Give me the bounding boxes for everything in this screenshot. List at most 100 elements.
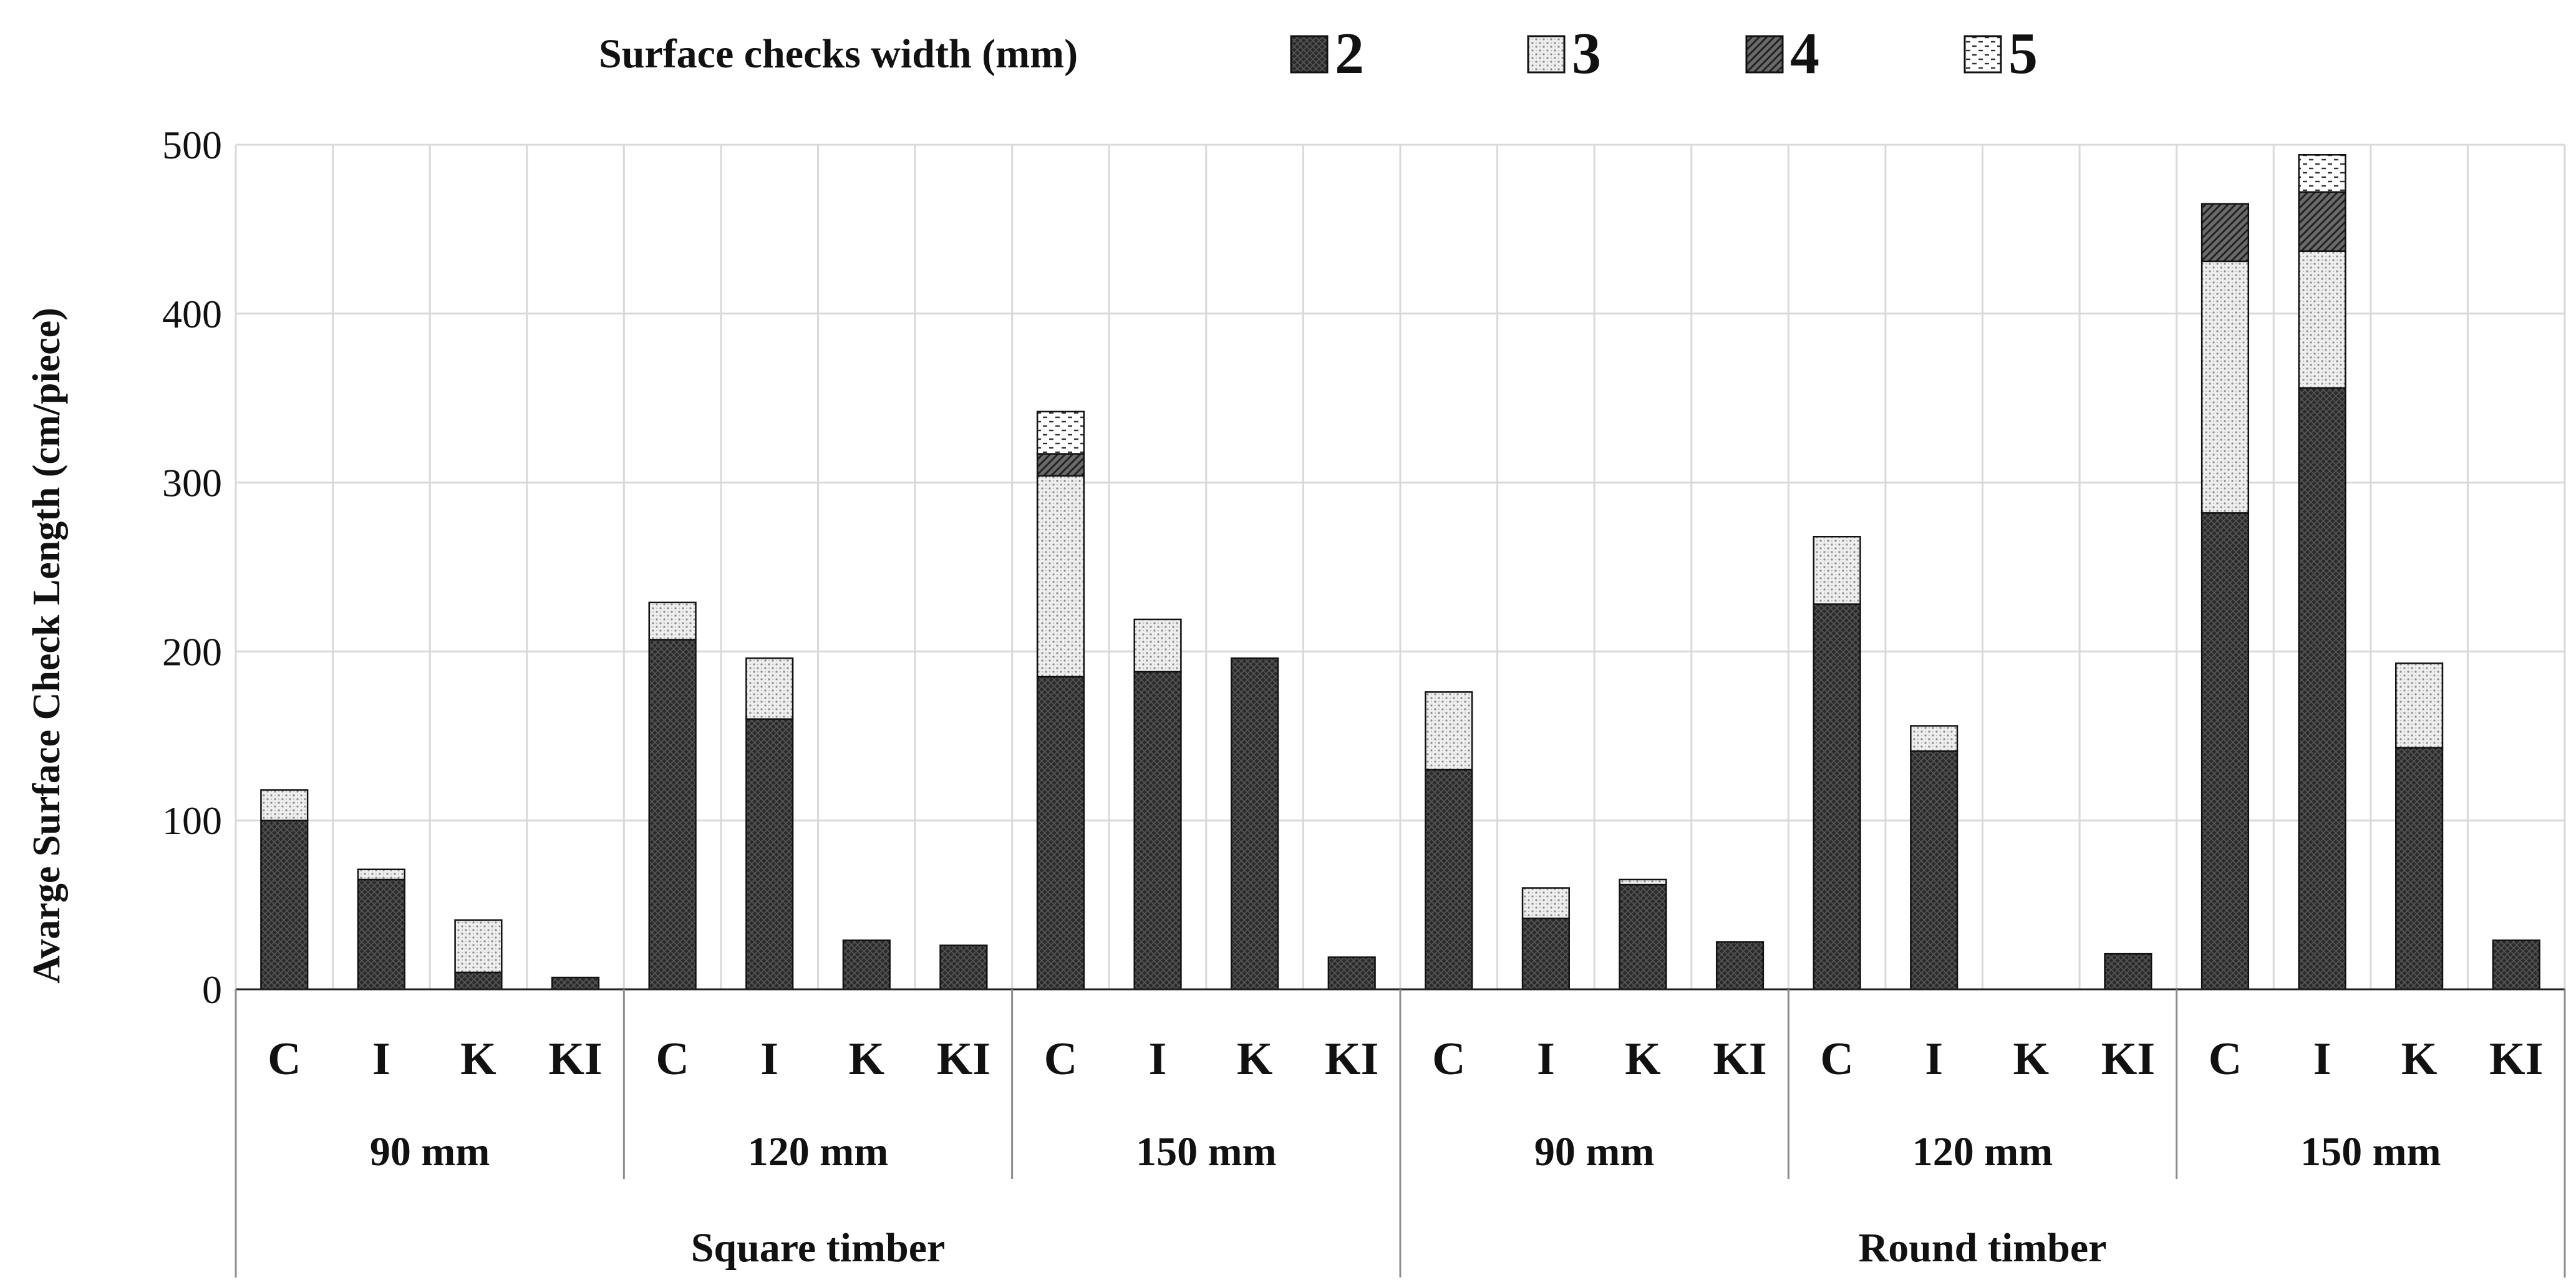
bar-segment-width-3 [2201, 260, 2250, 514]
legend-swatch-4 [1745, 35, 1784, 74]
bar-segment-width-2 [2201, 512, 2250, 991]
bars [260, 153, 2540, 991]
legend-swatch-5 [1963, 35, 2002, 74]
y-tick-label: 0 [202, 967, 222, 1012]
category-label: KI [1713, 1034, 1766, 1085]
y-axis-title: Avarge Surface Check Length (cm/piece) [26, 308, 68, 984]
category-label: I [2313, 1034, 2331, 1085]
bar-segment-width-3 [1133, 618, 1182, 673]
bar-segment-width-2 [2104, 953, 2152, 991]
bar-segment-width-2 [842, 939, 891, 991]
category-label: KI [2489, 1034, 2543, 1085]
legend-label-5: 5 [2008, 21, 2038, 86]
bar-segment-width-2 [939, 944, 988, 991]
bar-segment-width-3 [2395, 662, 2444, 749]
category-label: KI [937, 1034, 990, 1085]
bar-segment-width-4 [1036, 453, 1085, 477]
bar-segment-width-3 [454, 919, 503, 974]
bar-segment-width-3 [260, 789, 309, 822]
category-label: I [760, 1034, 778, 1085]
legend: Surface checks width (mm) 2 3 4 5 [599, 21, 2038, 86]
legend-swatch-3 [1527, 35, 1566, 74]
category-label: C [1044, 1034, 1077, 1085]
category-label: K [849, 1034, 885, 1085]
bar-segment-width-2 [357, 878, 405, 991]
category-label: KI [548, 1034, 602, 1085]
bar-segment-width-2 [454, 971, 503, 991]
category-label: I [372, 1034, 390, 1085]
bar-segment-width-2 [2492, 939, 2540, 991]
gridlines [235, 143, 2566, 989]
category-label: I [1925, 1034, 1943, 1085]
legend-entry-5: 5 [1963, 21, 2038, 86]
bar-segment-width-2 [1231, 657, 1279, 991]
bar-segment-width-2 [1327, 956, 1376, 991]
legend-entry-3: 3 [1527, 21, 1601, 86]
category-label: C [268, 1034, 301, 1085]
category-label: C [2209, 1034, 2242, 1085]
bar-segment-width-2 [745, 718, 794, 991]
category-label: K [1625, 1034, 1661, 1085]
bar-segment-width-2 [2298, 387, 2346, 991]
category-label: I [1537, 1034, 1555, 1085]
y-axis-ticks: 0 100 200 300 400 500 [162, 123, 222, 1012]
bar-segment-width-2 [1910, 750, 1959, 991]
group-label: 120 mm [1912, 1129, 2053, 1175]
group-label: 90 mm [370, 1129, 490, 1175]
category-label: K [2401, 1034, 2438, 1085]
y-tick-label: 300 [162, 461, 222, 505]
bar-segment-width-3 [1813, 536, 1861, 605]
bar-segment-width-2 [1813, 603, 1861, 991]
y-tick-label: 400 [162, 292, 222, 336]
bar-segment-width-4 [2201, 203, 2250, 263]
bar-segment-width-2 [1036, 676, 1085, 991]
y-tick-label: 500 [162, 123, 222, 167]
y-tick-label: 100 [162, 798, 222, 843]
group-label: 90 mm [1534, 1129, 1654, 1175]
legend-entry-4: 4 [1745, 21, 1819, 86]
bar-segment-width-2 [1133, 671, 1182, 991]
bar-segment-width-2 [1425, 768, 1473, 991]
bar-segment-width-2 [551, 976, 600, 991]
bar-segment-width-3 [1425, 691, 1473, 771]
bar-segment-width-3 [2298, 250, 2346, 389]
category-label: KI [2101, 1034, 2155, 1085]
category-axis: C I K KI C I K KI C I K KI C I K KI C I K KI C I K KI 90 mm 120 m… [235, 988, 2566, 1278]
bar-segment-width-2 [648, 639, 697, 991]
group-label: 120 mm [748, 1129, 888, 1175]
bar-segment-width-5 [2298, 153, 2346, 193]
category-label: K [1237, 1034, 1273, 1085]
category-label: I [1149, 1034, 1167, 1085]
bar-segment-width-2 [1619, 883, 1667, 991]
supergroup-label: Round timber [1859, 1225, 2107, 1271]
bar-segment-width-2 [2395, 747, 2444, 991]
y-tick-label: 200 [162, 629, 222, 674]
category-label: C [656, 1034, 689, 1085]
bar-segment-width-5 [1036, 410, 1085, 455]
bar-segment-width-3 [357, 868, 405, 881]
group-label: 150 mm [1136, 1129, 1276, 1175]
legend-title: Surface checks width (mm) [599, 31, 1078, 77]
legend-label-3: 3 [1572, 21, 1601, 86]
bar-segment-width-3 [1910, 725, 1959, 752]
bar-segment-width-3 [745, 657, 794, 720]
category-label: C [1432, 1034, 1465, 1085]
category-label: C [1820, 1034, 1853, 1085]
legend-label-4: 4 [1790, 21, 1819, 86]
bar-segment-width-2 [1521, 918, 1570, 991]
supergroup-label: Square timber [691, 1225, 946, 1271]
group-label: 150 mm [2300, 1129, 2441, 1175]
bar-segment-width-2 [1715, 941, 1765, 991]
category-label: K [460, 1034, 496, 1085]
bar-segment-width-4 [2298, 191, 2346, 252]
category-label: K [2013, 1034, 2050, 1085]
legend-entry-2: 2 [1290, 21, 1364, 86]
bar-segment-width-3 [1619, 878, 1667, 886]
legend-label-2: 2 [1335, 21, 1364, 86]
legend-swatch-2 [1290, 35, 1329, 74]
category-label: KI [1325, 1034, 1378, 1085]
bar-segment-width-3 [1036, 475, 1085, 678]
bar-segment-width-3 [1521, 887, 1570, 919]
bar-segment-width-2 [260, 819, 309, 991]
